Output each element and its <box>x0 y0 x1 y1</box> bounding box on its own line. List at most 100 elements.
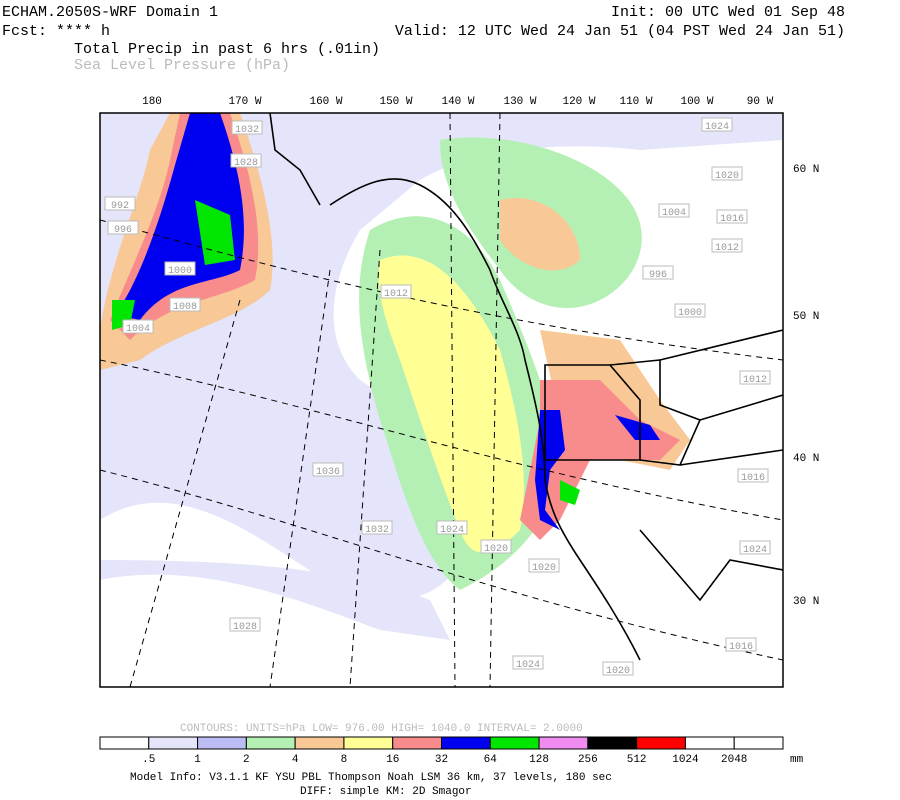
pressure-label: 1004 <box>126 324 150 335</box>
pressure-label-box <box>436 520 468 535</box>
pressure-label-box <box>229 617 261 632</box>
legend-label: 512 <box>627 754 647 766</box>
pressure-label-box <box>231 120 263 135</box>
pressure-label: 1024 <box>743 545 767 556</box>
pressure-label: 992 <box>111 201 129 212</box>
pressure-label: 1004 <box>662 208 686 219</box>
legend-label: 1 <box>194 754 201 766</box>
pressure-label: 1012 <box>384 289 408 300</box>
legend-label: 4 <box>292 754 299 766</box>
pressure-label: 1020 <box>532 563 556 574</box>
legend-swatch <box>392 736 443 750</box>
legend-label: 64 <box>484 754 498 766</box>
legend-unit: mm <box>790 754 804 766</box>
pressure-label: 1020 <box>606 666 630 677</box>
pressure-label: 1036 <box>316 467 340 478</box>
pressure-label: 1016 <box>720 214 744 225</box>
legend-swatch <box>148 736 199 750</box>
pressure-label-box <box>528 558 560 573</box>
pressure-label-box <box>230 153 262 168</box>
pressure-label-box <box>642 265 674 280</box>
longitude-label: 130 W <box>503 96 536 108</box>
longitude-label: 90 W <box>747 96 774 108</box>
pressure-label: 1016 <box>729 642 753 653</box>
header-forecast: Fcst: **** h <box>2 23 110 40</box>
pressure-label: 1020 <box>484 544 508 555</box>
pressure-label: 1032 <box>235 125 259 136</box>
pressure-label-box <box>169 297 201 312</box>
header-field: Total Precip in past 6 hrs (.01in) <box>74 41 380 58</box>
pressure-label: 1000 <box>678 308 702 319</box>
graticule <box>100 113 783 687</box>
pressure-label: 996 <box>114 225 132 236</box>
pressure-label-box <box>380 284 412 299</box>
pressure-label-box <box>739 370 771 385</box>
longitude-label: 180 <box>142 96 162 108</box>
pressure-label: 1028 <box>234 158 258 169</box>
coastlines <box>269 113 783 661</box>
legend-label: 16 <box>386 754 399 766</box>
contour-info: CONTOURS: UNITS=hPa LOW= 976.00 HIGH= 10… <box>180 723 583 735</box>
legend-label: 128 <box>529 754 549 766</box>
legend-swatch <box>636 736 686 750</box>
legend-swatch <box>489 736 540 750</box>
pressure-label: 1016 <box>741 473 765 484</box>
pressure-label: 996 <box>649 270 667 281</box>
legend-label: .5 <box>142 754 155 766</box>
header-title: ECHAM.2050S-WRF Domain 1 <box>2 4 218 21</box>
legend-label: 256 <box>578 754 598 766</box>
legend-swatch <box>99 736 150 750</box>
pressure-label-box <box>739 540 771 555</box>
pressure-label-box <box>701 117 733 132</box>
pressure-label: 1024 <box>440 525 464 536</box>
latitude-label: 40 N <box>793 453 819 465</box>
pressure-label-box <box>711 238 743 253</box>
legend-swatch <box>733 736 784 750</box>
pressure-label-box <box>512 655 544 670</box>
longitude-label: 110 W <box>619 96 652 108</box>
pressure-label-box <box>737 468 769 483</box>
pressure-label: 1008 <box>173 302 197 313</box>
legend-label: 8 <box>341 754 348 766</box>
map-frame <box>99 112 784 688</box>
pressure-label-box <box>725 637 757 652</box>
pressure-label: 1012 <box>715 243 739 254</box>
pressure-label-box <box>104 196 136 211</box>
legend-swatch <box>587 736 638 750</box>
longitude-label: 140 W <box>441 96 474 108</box>
pressure-label: 1012 <box>743 375 767 386</box>
longitude-label: 100 W <box>680 96 713 108</box>
pressure-label: 1000 <box>168 266 192 277</box>
legend-label: 2 <box>243 754 250 766</box>
pressure-label-box <box>107 220 139 235</box>
pressure-label-box <box>164 261 196 276</box>
latitude-label: 60 N <box>793 164 819 176</box>
pressure-label: 1024 <box>705 122 729 133</box>
footer-line: Model Info: V3.1.1 KF YSU PBL Thompson N… <box>130 772 612 784</box>
legend-swatch <box>684 736 735 750</box>
pressure-label-box <box>716 209 748 224</box>
latitude-label: 50 N <box>793 311 819 323</box>
pressure-label: 1032 <box>365 525 389 536</box>
pressure-label: 1028 <box>233 622 257 633</box>
longitude-label: 120 W <box>562 96 595 108</box>
legend-swatch <box>441 736 491 750</box>
legend-swatch <box>294 736 345 750</box>
pressure-label-box <box>480 539 512 554</box>
latitude-label: 30 N <box>793 596 819 608</box>
header-valid: Valid: 12 UTC Wed 24 Jan 51 (04 PST Wed … <box>395 23 845 40</box>
map: 1032 1024 1028 1020 992 996 1004 1016 1012 996 100… <box>99 112 784 688</box>
legend-label: 32 <box>435 754 448 766</box>
longitude-label: 170 W <box>228 96 261 108</box>
pressure-label: 1024 <box>516 660 540 671</box>
longitude-label: 150 W <box>379 96 412 108</box>
longitude-label: 160 W <box>309 96 342 108</box>
pressure-label-box <box>602 661 634 676</box>
legend-label: 2048 <box>721 754 747 766</box>
pressure-label-box <box>361 520 393 535</box>
pressure-label-box <box>122 319 154 334</box>
pressure-label-box <box>312 462 344 477</box>
legend-swatch <box>343 736 394 750</box>
